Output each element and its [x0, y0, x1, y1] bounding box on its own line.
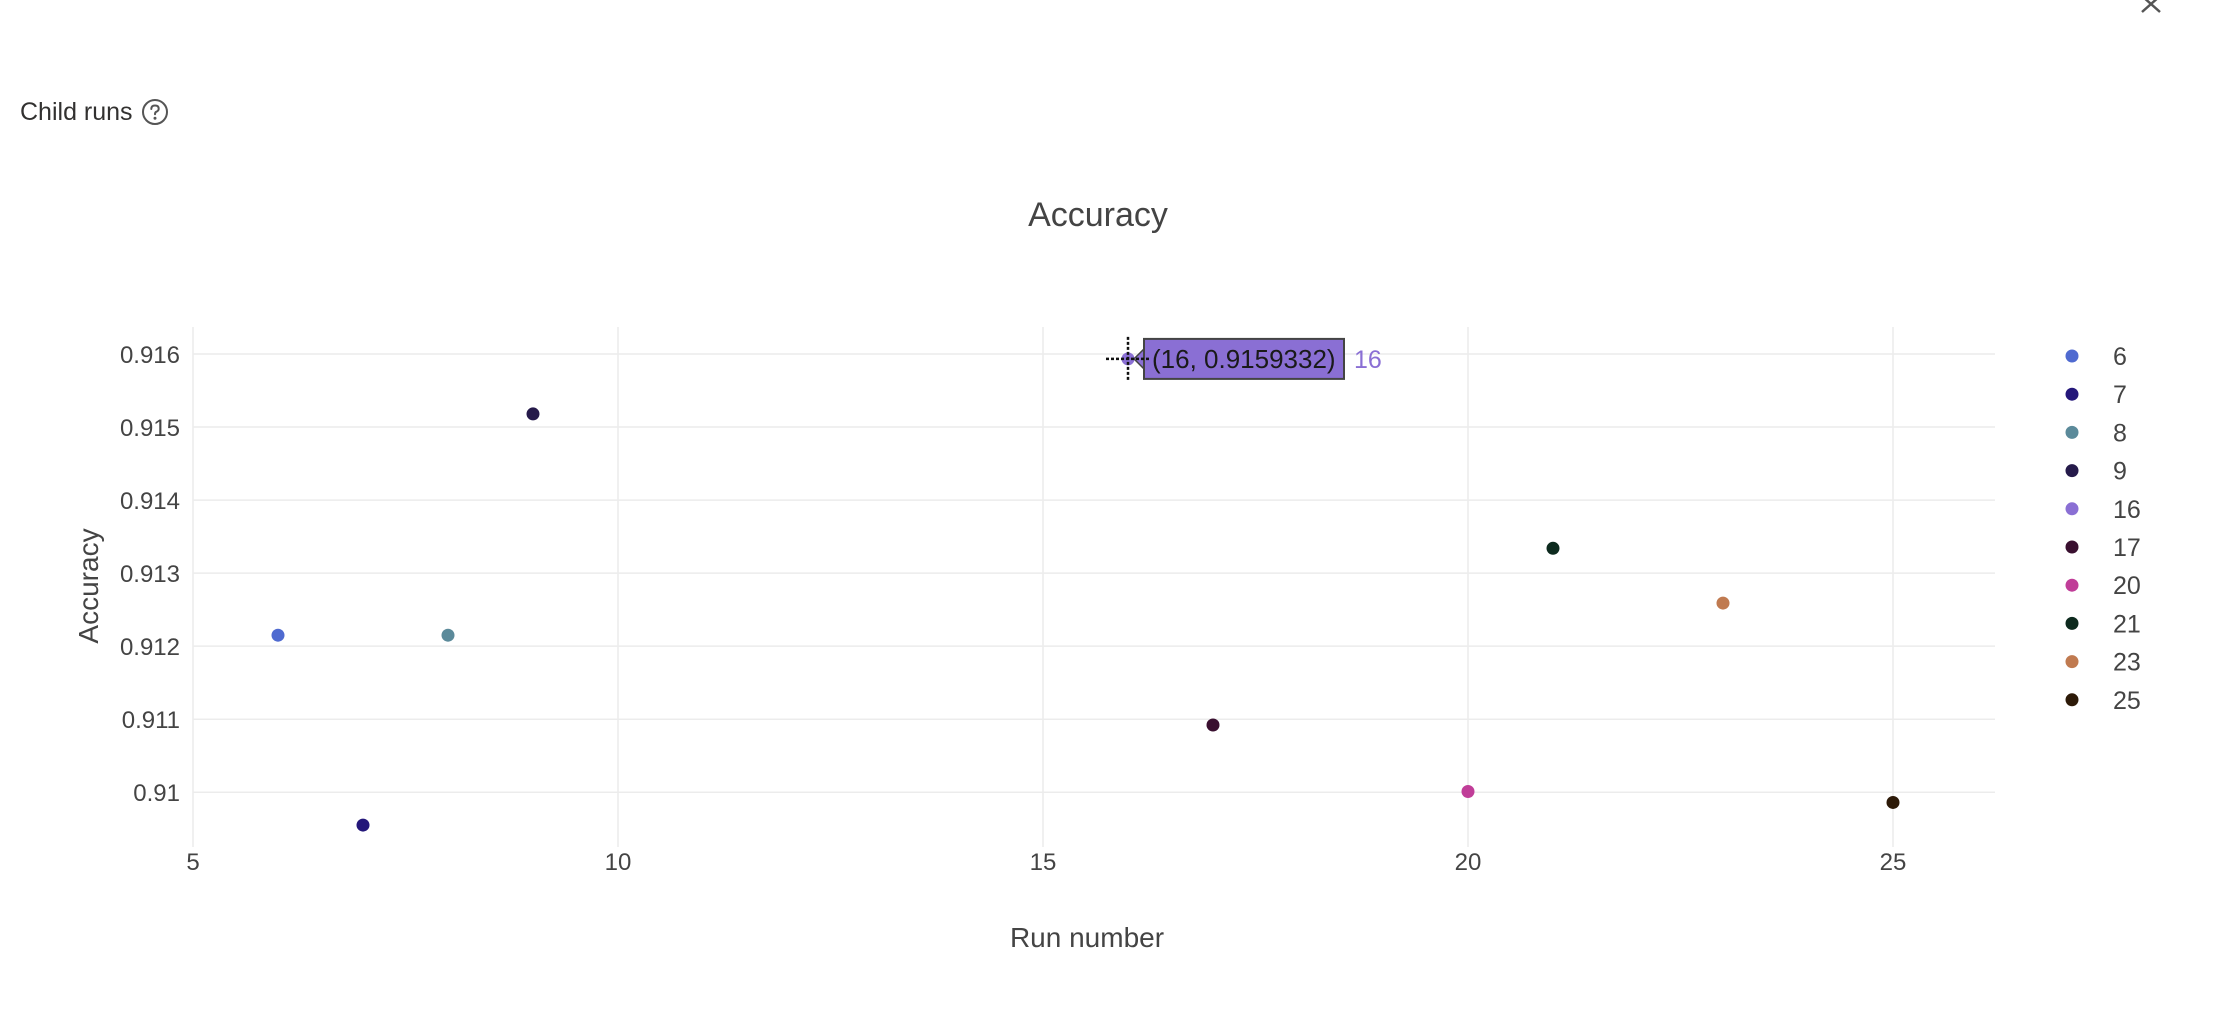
- legend-marker: [2065, 655, 2079, 669]
- legend-marker: [2065, 387, 2079, 401]
- legend-marker: [2065, 425, 2079, 439]
- legend-label: 25: [2113, 687, 2141, 715]
- legend-marker: [2065, 616, 2079, 630]
- close-icon: [2141, 0, 2161, 13]
- point-run-21[interactable]: [1546, 541, 1560, 555]
- legend-item-9[interactable]: 9: [2065, 458, 2127, 486]
- legend-marker: [2065, 693, 2079, 707]
- point-run-20[interactable]: [1461, 784, 1475, 798]
- legend-item-25[interactable]: 25: [2065, 687, 2141, 715]
- x-tick-label: 25: [1880, 849, 1907, 876]
- point-run-7[interactable]: [356, 818, 370, 832]
- legend-marker: [2065, 464, 2079, 478]
- x-tick-label: 5: [186, 849, 199, 876]
- child-runs-header: Child runs: [20, 94, 169, 130]
- legend-label: 23: [2113, 649, 2141, 677]
- legend-label: 16: [2113, 496, 2141, 524]
- crosshair-cursor-icon: [1106, 336, 1150, 381]
- question-circle-icon[interactable]: [141, 98, 169, 126]
- y-tick-label: 0.912: [120, 634, 180, 661]
- legend-label: 8: [2113, 419, 2127, 447]
- point-run-17[interactable]: [1206, 718, 1220, 732]
- legend-marker: [2065, 349, 2079, 363]
- chart-title: Accuracy: [1028, 196, 1168, 234]
- y-tick-label: 0.916: [120, 342, 180, 369]
- legend-marker: [2065, 540, 2079, 554]
- section-title: Child runs: [20, 97, 133, 126]
- point-run-25[interactable]: [1886, 795, 1900, 809]
- legend-label: 7: [2113, 381, 2127, 409]
- y-tick-label: 0.915: [120, 415, 180, 442]
- chart-grid: [192, 327, 1995, 847]
- x-tick-label: 10: [605, 849, 632, 876]
- legend-label: 20: [2113, 572, 2141, 600]
- y-tick-label: 0.91: [133, 780, 180, 807]
- legend-item-20[interactable]: 20: [2065, 572, 2141, 600]
- tooltip-box: [1143, 337, 1345, 380]
- x-axis-label: Run number: [1010, 922, 1164, 953]
- y-tick-label: 0.914: [120, 488, 180, 515]
- legend-label: 9: [2113, 458, 2127, 486]
- y-axis-label: Accuracy: [73, 528, 104, 643]
- legend-item-7[interactable]: 7: [2065, 381, 2127, 409]
- x-axis: 5 10 15 20 25: [186, 849, 1906, 876]
- legend-marker: [2065, 578, 2079, 592]
- legend-label: 21: [2113, 610, 2141, 638]
- legend-item-16[interactable]: 16: [2065, 496, 2141, 524]
- data-points: [271, 352, 1900, 832]
- legend-item-21[interactable]: 21: [2065, 610, 2141, 638]
- x-tick-label: 20: [1455, 849, 1482, 876]
- legend-item-8[interactable]: 8: [2065, 419, 2127, 447]
- legend-label: 6: [2113, 343, 2127, 371]
- legend-marker: [2065, 502, 2079, 516]
- point-run-6[interactable]: [271, 628, 285, 642]
- y-tick-label: 0.911: [122, 707, 180, 734]
- point-run-8[interactable]: [441, 628, 455, 642]
- x-tick-label: 15: [1030, 849, 1057, 876]
- tooltip-value: (16, 0.9159332): [1152, 344, 1336, 374]
- legend-label: 17: [2113, 534, 2141, 562]
- legend: 6 7 8 9 16 17 20 21 23 25: [2065, 343, 2141, 715]
- legend-item-17[interactable]: 17: [2065, 534, 2141, 562]
- point-run-9[interactable]: [526, 407, 540, 421]
- point-run-23[interactable]: [1716, 596, 1730, 610]
- y-axis: 0.91 0.911 0.912 0.913 0.914 0.915 0.916: [120, 342, 180, 807]
- tooltip-series-label: 16: [1354, 346, 1382, 374]
- hover-tooltip: (16, 0.9159332) 16: [1106, 336, 1382, 381]
- legend-item-23[interactable]: 23: [2065, 649, 2141, 677]
- legend-item-6[interactable]: 6: [2065, 343, 2127, 371]
- y-tick-label: 0.913: [120, 561, 180, 588]
- close-button[interactable]: [2120, 0, 2176, 28]
